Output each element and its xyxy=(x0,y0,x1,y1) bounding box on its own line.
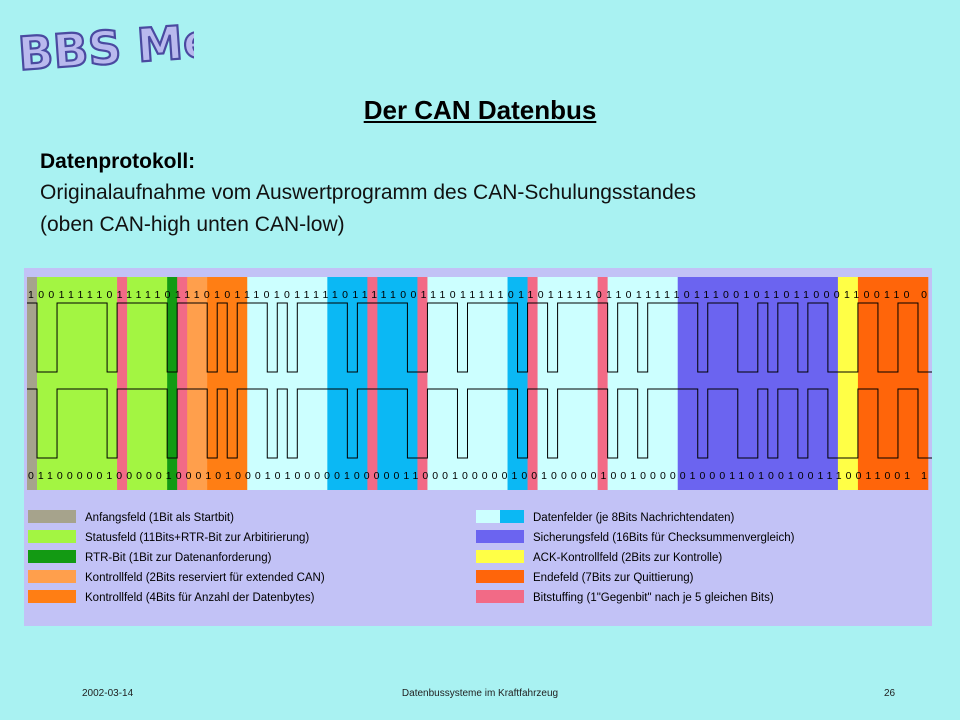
legend-crc-label: Sicherungsfeld (16Bits für Checksummenve… xyxy=(533,532,795,544)
field-band-data-dark xyxy=(507,277,528,490)
legend-end-swatch xyxy=(476,570,524,583)
field-band-rtr xyxy=(167,277,178,490)
field-band-stuff xyxy=(367,277,378,490)
logo-text: BBS Melle xyxy=(16,9,194,78)
field-band-ctrl-reserved xyxy=(187,277,208,490)
field-band-status xyxy=(127,277,168,490)
legend-ctrl-dlc-label: Kontrollfeld (4Bits für Anzahl der Daten… xyxy=(85,592,315,604)
page-title: Der CAN Datenbus xyxy=(363,95,597,125)
legend-data-swatch-light xyxy=(476,510,500,523)
legend-start-swatch xyxy=(28,510,76,523)
legend-data-label: Datenfelder (je 8Bits Nachrichtendaten) xyxy=(533,512,735,524)
field-band-data-light xyxy=(537,277,598,490)
legend-status-label: Statusfeld (11Bits+RTR-Bit zur Arbitirie… xyxy=(85,532,309,544)
field-band-ack xyxy=(837,277,859,490)
can-frame-diagram: 1001111101111101110101110101111101111100… xyxy=(24,268,932,626)
description-line-2: (oben CAN-high unten CAN-low) xyxy=(40,213,345,236)
subtitle: Datenprotokoll: xyxy=(40,150,196,173)
field-band-end xyxy=(857,277,929,490)
legend-crc-swatch xyxy=(476,530,524,543)
legend-status-swatch xyxy=(28,530,76,543)
field-band-data-light xyxy=(607,277,679,490)
legend-ctrl-reserved-swatch xyxy=(28,570,76,583)
legend-ctrl-dlc-swatch xyxy=(28,590,76,603)
legend-ctrl-reserved-label: Kontrollfeld (2Bits reserviert für exten… xyxy=(85,572,325,584)
field-band-start xyxy=(27,277,38,490)
bbs-melle-logo: BBS Melle xyxy=(15,8,194,78)
field-band-stuff xyxy=(527,277,538,490)
can-high-waveform xyxy=(27,302,932,373)
legend-start-label: Anfangsfeld (1Bit als Startbit) xyxy=(85,512,234,524)
field-band-stuff xyxy=(597,277,608,490)
footer-page-number: 26 xyxy=(884,688,896,699)
field-band-status xyxy=(37,277,118,490)
legend-ack-label: ACK-Kontrollfeld (2Bits zur Kontrolle) xyxy=(533,552,722,564)
legend-rtr-label: RTR-Bit (1Bit zur Datenanforderung) xyxy=(85,552,272,564)
field-band-stuff xyxy=(177,277,188,490)
field-band-stuff xyxy=(417,277,428,490)
legend-end-label: Endefeld (7Bits zur Quittierung) xyxy=(533,572,694,584)
legend-stuff-label: Bitstuffing (1"Gegenbit" nach je 5 gleic… xyxy=(533,592,774,604)
legend-data-swatch-dark xyxy=(500,510,524,523)
can-low-waveform xyxy=(27,388,932,459)
legend-ack-swatch xyxy=(476,550,524,563)
description-line-1: Originalaufnahme vom Auswertprogramm des… xyxy=(40,181,696,204)
legend-rtr-swatch xyxy=(28,550,76,563)
field-band-stuff xyxy=(117,277,128,490)
legend-stuff-swatch xyxy=(476,590,524,603)
footer-title: Datenbussysteme im Kraftfahrzeug xyxy=(401,688,559,699)
footer-date: 2002-03-14 xyxy=(82,688,134,699)
field-band-data-dark xyxy=(377,277,418,490)
